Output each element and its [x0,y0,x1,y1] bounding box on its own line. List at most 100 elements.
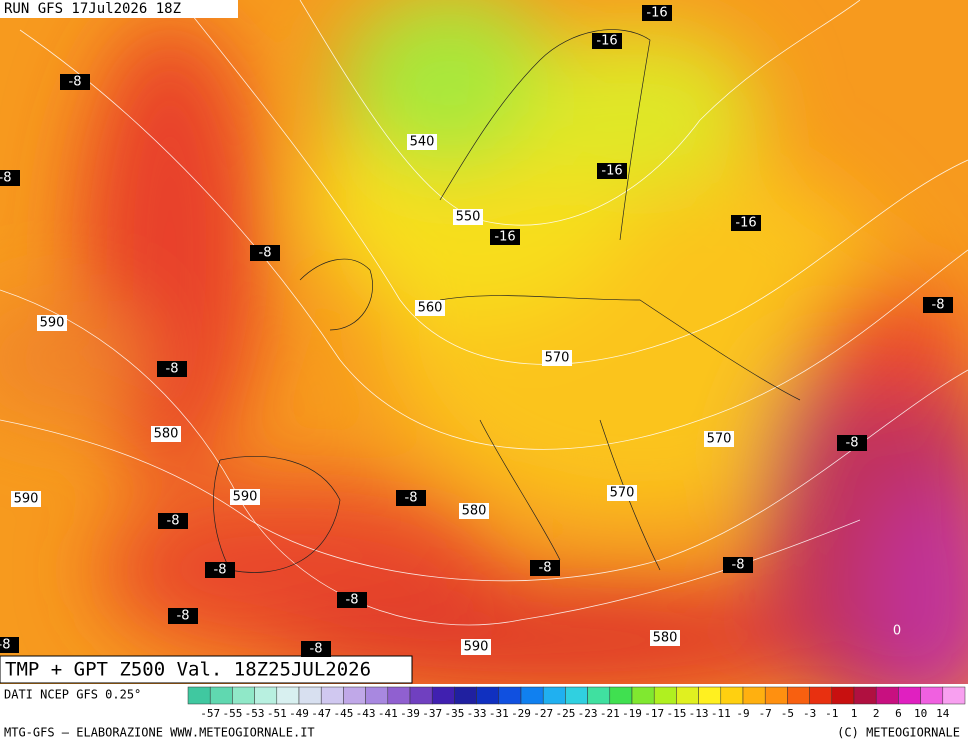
height-label: 580 [653,631,678,646]
colorbar-label: -19 [622,707,642,720]
colorbar-cell [343,686,366,705]
colorbar-cell [232,686,255,705]
colorbar-cell [276,686,300,705]
temperature-label: -16 [494,230,515,245]
colorbar-cell [587,686,611,705]
temperature-label-box [0,170,20,186]
colorbar-label: -11 [711,707,731,720]
height-label-box [461,639,491,655]
height-label: 590 [40,316,65,331]
colorbar-cell [809,686,833,705]
temperature-label: -8 [346,593,359,608]
colorbar-label: 2 [873,707,880,720]
height-label: 590 [464,640,489,655]
temperature-label-box [597,163,627,179]
colorbar-label: -17 [644,707,664,720]
temperature-label: -8 [166,362,179,377]
height-label-box [407,134,437,150]
colorbar-label: -1 [825,707,838,720]
height-label: 540 [410,135,435,150]
height-label: 570 [707,432,732,447]
colorbar-label: -7 [759,707,772,720]
temperature-label-box [530,560,560,576]
height-label-box [151,426,181,442]
temperature-label-box [157,361,187,377]
temperature-label: -16 [601,164,622,179]
colorbar-label: -27 [533,707,553,720]
height-label-box [37,315,67,331]
colorbar-label: -13 [689,707,709,720]
height-label-box [704,431,734,447]
colorbar-cell [720,686,744,705]
temperature-label-box [205,562,235,578]
colorbar-label: -47 [311,707,331,720]
colorbar-cell [609,686,633,705]
height-label-box [453,209,483,225]
temperature-label: -8 [167,514,180,529]
colorbar-cell [454,686,477,705]
temperature-label: -8 [259,246,272,261]
data-source: DATI NCEP GFS 0.25° [4,688,141,702]
temperature-label: -8 [846,436,859,451]
height-label-box [542,350,572,366]
temperature-label: -8 [732,558,745,573]
height-label: 580 [154,427,179,442]
colorbar-cell [853,686,877,705]
temperature-label: -8 [69,75,82,90]
temperature-label: -16 [735,216,756,231]
temperature-label: -8 [539,561,552,576]
header-box [0,0,238,18]
temperature-label-box [837,435,867,451]
temperature-label: -16 [646,6,667,21]
colorbar-label: -21 [600,707,620,720]
colorbar-cell [787,686,810,705]
colorbar-cell [298,686,322,705]
colorbar-label: -29 [511,707,531,720]
height-label-box [459,503,489,519]
temperature-label-box [731,215,761,231]
colorbar-label: -31 [489,707,509,720]
temperature-label: -8 [0,171,11,186]
colorbar-label: -5 [781,707,794,720]
colorbar-cell [542,686,566,705]
temperature-label: -16 [596,34,617,49]
colorbar-label: -9 [736,707,749,720]
temperature-label-box [168,608,198,624]
colorbar-cell [742,686,766,705]
height-label-box [415,300,445,316]
temperature-label-box [301,641,331,657]
temperature-label: -8 [0,638,10,653]
temperature-label-box [250,245,280,261]
colorbar-cell [875,686,899,705]
height-label: 570 [545,351,570,366]
colorbar-cell [631,686,655,705]
colorbar-cell [187,686,211,705]
height-label-box [607,485,637,501]
colorbar-label: -53 [245,707,265,720]
colorbar-cell [653,686,677,705]
colorbar-cell [365,686,389,705]
title-box [0,655,413,684]
temperature-label-box [0,637,19,653]
colorbar-cell [320,686,344,705]
height-label-box [230,489,260,505]
temperature-label-box [642,5,672,21]
colorbar-cell [898,686,921,705]
colorbar-label: -55 [222,707,242,720]
colorbar-cell [254,686,278,705]
height-label-box [650,630,680,646]
temperature-label: 0 [893,624,901,639]
temperature-label: -8 [214,563,227,578]
temperature-label-box [337,592,367,608]
colorbar-label: 1 [851,707,858,720]
temperature-label-box [490,229,520,245]
temperature-label: -8 [932,298,945,313]
footer-left: MTG-GFS – ELABORAZIONE WWW.METEOGIORNALE… [4,726,315,740]
colorbar-label: -23 [578,707,598,720]
colorbar-cell [565,686,588,705]
temperature-label: -8 [310,642,323,657]
map-field [0,0,968,684]
colorbar-label: -33 [467,707,487,720]
